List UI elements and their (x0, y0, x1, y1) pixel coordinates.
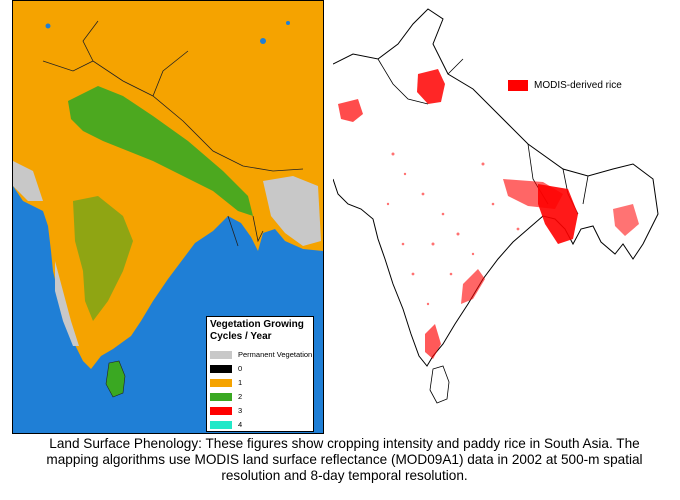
rice-legend-swatch (508, 80, 528, 91)
rice-scatter (386, 152, 520, 306)
sri-lanka-outline (429, 365, 450, 404)
legend-label: 4 (238, 420, 243, 429)
growing-cycles-map-graphic (13, 1, 323, 398)
legend-item: Permanent Vegetation (210, 350, 312, 359)
rice-map-graphic (333, 8, 659, 404)
rice-south (425, 324, 441, 359)
growing-cycles-legend: Vegetation Growing Cycles / Year Permane… (206, 316, 314, 432)
double-crop-south (73, 196, 133, 321)
rice-legend-label: MODIS-derived rice (534, 80, 622, 91)
permanent-veg-ne (263, 176, 321, 246)
internal-borders (377, 58, 589, 215)
growing-cycles-map (12, 0, 324, 434)
rice-bengal (538, 184, 578, 244)
rice-map (333, 4, 663, 414)
rice-northeast (613, 204, 639, 236)
legend-label: Permanent Vegetation (238, 350, 313, 359)
south-asia-outline (333, 8, 659, 367)
legend-swatch (210, 420, 232, 429)
sri-lanka (105, 360, 126, 398)
country-borders (42, 20, 304, 247)
legend-label: 3 (238, 406, 243, 415)
legend-label: 2 (238, 392, 243, 401)
legend-swatch (210, 378, 232, 387)
double-crop-belt (68, 86, 253, 216)
rice-east-coast (461, 269, 485, 304)
legend-item: 4 (210, 420, 242, 429)
legend-item: 3 (210, 406, 242, 415)
legend-title: Vegetation Growing Cycles / Year (210, 319, 304, 342)
legend-item: 1 (210, 378, 242, 387)
legend-label: 0 (238, 364, 243, 373)
legend-item: 0 (210, 364, 242, 373)
legend-label: 1 (238, 378, 243, 387)
permanent-veg-west (13, 161, 43, 201)
legend-swatch (210, 392, 232, 401)
rice-legend: MODIS-derived rice (508, 80, 622, 91)
legend-item: 2 (210, 392, 242, 401)
legend-swatch (210, 350, 232, 359)
legend-swatch (210, 406, 232, 415)
rice-punjab (417, 69, 445, 104)
permanent-veg-coast (55, 261, 79, 346)
rice-northwest (338, 99, 363, 122)
figure-caption: Land Surface Phenology: These figures sh… (46, 436, 643, 483)
legend-swatch (210, 364, 232, 373)
